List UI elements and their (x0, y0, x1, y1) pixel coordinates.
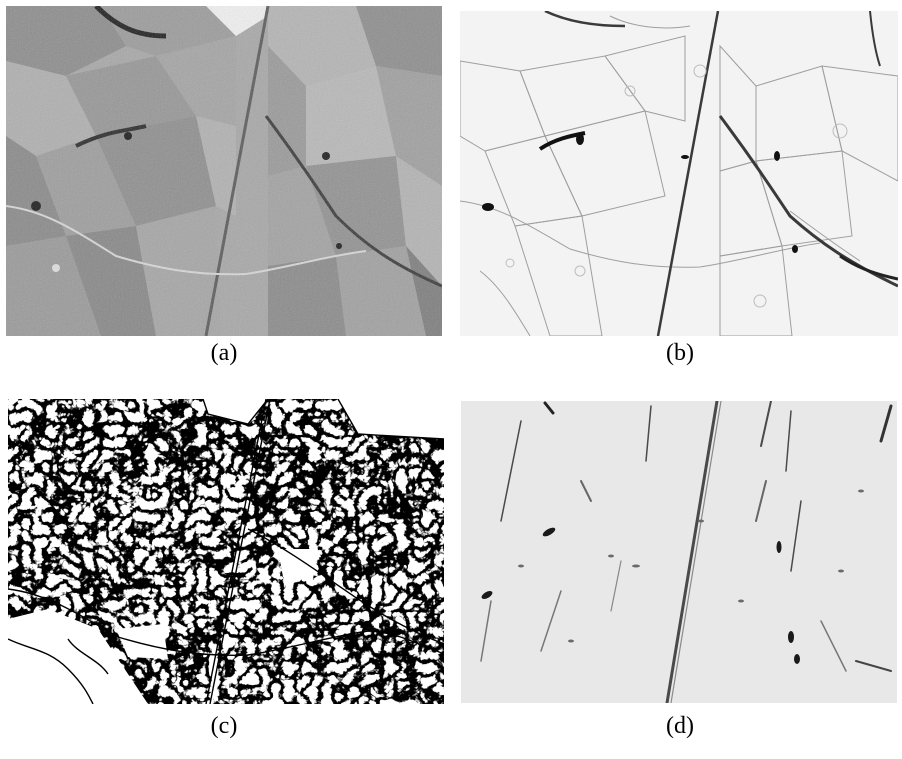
gradient-map-graphic (460, 11, 898, 336)
caption-b: (b) (666, 340, 694, 366)
panel-d-line-response-map (461, 401, 897, 703)
caption-a: (a) (210, 340, 238, 366)
panel-c-edge-map (8, 399, 444, 704)
caption-d: (d) (666, 713, 694, 739)
edge-map-graphic (8, 399, 444, 704)
line-response-graphic (461, 401, 897, 703)
caption-c: (c) (210, 713, 238, 739)
panel-a-aerial-image (6, 6, 442, 336)
aerial-image-graphic (6, 6, 442, 336)
panel-b-gradient-map (460, 11, 898, 336)
